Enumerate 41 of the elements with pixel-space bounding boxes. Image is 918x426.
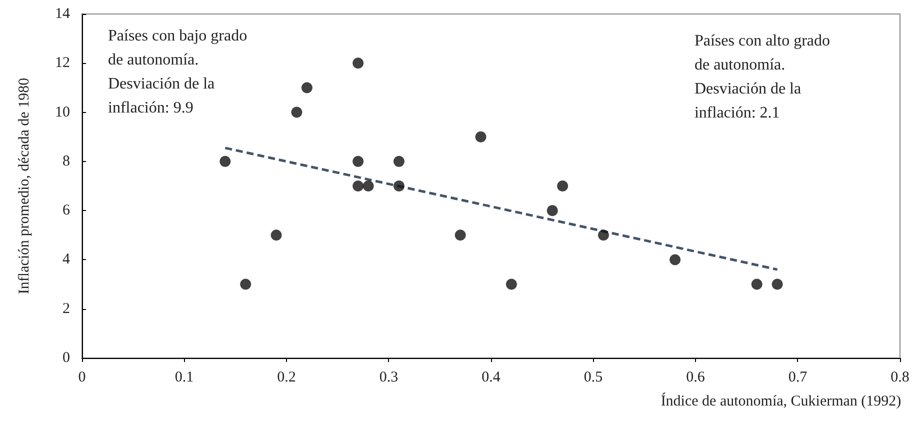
x-tick-label: 0.2 (277, 370, 296, 386)
x-tick-label: 0.1 (174, 370, 194, 386)
x-axis-title: Índice de autonomía, Cukierman (1992) (660, 392, 902, 410)
point (301, 82, 312, 94)
y-tick-label: 0 (62, 350, 70, 366)
x-tick-label: 0.6 (686, 370, 706, 386)
y-tick-label: 6 (62, 202, 70, 219)
point (291, 106, 302, 118)
point (393, 156, 404, 167)
annotation: Países con bajo grado de autonomía. Desviación de la inflación: 9.9 (108, 28, 248, 116)
point (362, 180, 374, 192)
x-tick-label: 0.5 (584, 370, 603, 386)
point (557, 180, 568, 192)
point (270, 230, 282, 241)
point (393, 180, 404, 192)
y-tick-label: 2 (62, 300, 70, 317)
point (546, 205, 558, 216)
y-axis-title: Inflación promedio, década de 1980 (16, 78, 32, 294)
point (751, 278, 762, 290)
point (598, 230, 609, 241)
y-tick-label: 4 (62, 252, 70, 268)
point (506, 278, 517, 290)
point (352, 180, 364, 192)
y-tick-label: 14 (55, 6, 70, 22)
x-tick-label: 0.8 (890, 370, 910, 386)
point (475, 131, 486, 142)
x-tick-label: 0.7 (788, 370, 808, 386)
y-tick-label: 10 (55, 104, 70, 120)
x-tick-label: 0 (78, 370, 86, 386)
point (240, 278, 252, 290)
x-tick-label: 0.4 (482, 370, 501, 386)
point (352, 156, 364, 167)
point (352, 58, 364, 69)
y-tick-label: 8 (62, 153, 70, 170)
point (220, 156, 231, 167)
x-tick-label: 0.3 (379, 370, 398, 386)
point (670, 254, 681, 266)
y-tick-label: 12 (55, 55, 70, 72)
annotation: Países con alto grado de autonomía. Desviación de la inflación: 2.1 (694, 32, 830, 122)
point (772, 278, 783, 290)
point (454, 230, 466, 241)
